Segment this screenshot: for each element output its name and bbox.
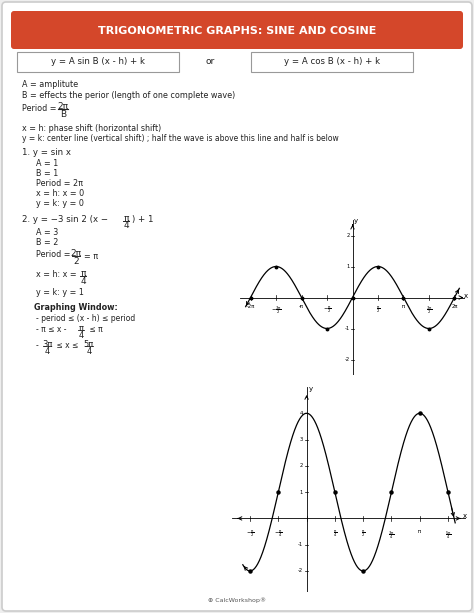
Text: y = k: y = 1: y = k: y = 1 xyxy=(36,288,84,297)
Text: -2: -2 xyxy=(344,357,350,362)
Text: $\mathregular{\frac{π}{2}}$: $\mathregular{\frac{π}{2}}$ xyxy=(361,529,365,539)
Text: 2π: 2π xyxy=(57,102,69,111)
Text: B = 1: B = 1 xyxy=(36,169,58,178)
Text: A = 1: A = 1 xyxy=(36,159,58,168)
Text: x: x xyxy=(463,513,467,519)
Text: 4: 4 xyxy=(78,330,83,340)
Text: y: y xyxy=(309,386,312,392)
Text: 2: 2 xyxy=(300,463,303,468)
Text: π: π xyxy=(402,304,405,310)
Text: 2: 2 xyxy=(73,256,79,265)
FancyBboxPatch shape xyxy=(251,52,413,72)
Text: Period = 2π: Period = 2π xyxy=(36,179,83,188)
Text: 2π: 2π xyxy=(71,249,82,258)
Text: - period ≤ (x - h) ≤ period: - period ≤ (x - h) ≤ period xyxy=(36,314,135,323)
Text: $\mathregular{-\frac{π}{2}}$: $\mathregular{-\frac{π}{2}}$ xyxy=(246,529,255,539)
Text: ) + 1: ) + 1 xyxy=(132,215,154,224)
FancyBboxPatch shape xyxy=(11,11,463,49)
Text: π: π xyxy=(79,324,83,333)
Text: 1. y = sin x: 1. y = sin x xyxy=(22,148,71,157)
Text: B = 2: B = 2 xyxy=(36,238,58,247)
Text: 2. y = −3 sin 2 (x −: 2. y = −3 sin 2 (x − xyxy=(22,215,111,224)
Text: $\mathregular{-\frac{3π}{2}}$: $\mathregular{-\frac{3π}{2}}$ xyxy=(271,304,282,316)
Text: 4: 4 xyxy=(123,221,129,230)
Text: x = h: phase shift (horizontal shift): x = h: phase shift (horizontal shift) xyxy=(22,124,161,133)
Text: ≤ π: ≤ π xyxy=(87,325,103,334)
Text: B = effects the perior (length of one complete wave): B = effects the perior (length of one co… xyxy=(22,91,235,100)
Text: 4: 4 xyxy=(45,346,50,356)
Text: 2π: 2π xyxy=(451,304,458,310)
Text: π: π xyxy=(80,269,86,278)
Text: $\mathregular{-\frac{π}{2}}$: $\mathregular{-\frac{π}{2}}$ xyxy=(323,304,331,315)
Text: = π: = π xyxy=(84,252,98,261)
FancyBboxPatch shape xyxy=(17,52,179,72)
Text: 1: 1 xyxy=(300,490,303,495)
Text: B: B xyxy=(60,110,66,119)
Text: -1: -1 xyxy=(344,326,350,331)
Text: y: y xyxy=(354,218,358,224)
Text: A = 3: A = 3 xyxy=(36,228,58,237)
Text: $\mathregular{-\frac{π}{4}}$: $\mathregular{-\frac{π}{4}}$ xyxy=(274,529,283,539)
Text: ⊕ CalcWorkshop®: ⊕ CalcWorkshop® xyxy=(208,597,266,603)
Text: 3π: 3π xyxy=(42,340,52,349)
Text: - π ≤ x -: - π ≤ x - xyxy=(36,325,69,334)
Text: x = h: x =: x = h: x = xyxy=(36,270,79,279)
Text: -2π: -2π xyxy=(246,304,255,310)
Text: $\mathregular{\frac{5π}{4}}$: $\mathregular{\frac{5π}{4}}$ xyxy=(445,529,451,541)
Text: 3: 3 xyxy=(300,437,303,442)
Text: $\mathregular{\frac{3π}{2}}$: $\mathregular{\frac{3π}{2}}$ xyxy=(426,304,432,316)
Text: y = k: y = 0: y = k: y = 0 xyxy=(36,199,84,208)
Text: x: x xyxy=(464,293,468,299)
Text: π: π xyxy=(418,529,421,534)
Text: Graphing Window:: Graphing Window: xyxy=(34,303,118,312)
Text: 4: 4 xyxy=(80,276,86,286)
Text: 4: 4 xyxy=(300,411,303,416)
Text: -1: -1 xyxy=(298,542,303,547)
Text: π: π xyxy=(123,214,129,223)
Text: or: or xyxy=(205,58,215,66)
Text: y = k: center line (vertical shift) ; half the wave is above this line and half : y = k: center line (vertical shift) ; ha… xyxy=(22,134,339,143)
Text: 2: 2 xyxy=(346,233,350,238)
Text: Period =: Period = xyxy=(22,104,59,113)
Text: -: - xyxy=(36,341,41,350)
Text: ≤ x ≤: ≤ x ≤ xyxy=(54,341,81,350)
Text: 4: 4 xyxy=(86,346,91,356)
Text: 1: 1 xyxy=(346,264,350,269)
Text: x = h: x = 0: x = h: x = 0 xyxy=(36,189,84,198)
Text: -2: -2 xyxy=(298,568,303,574)
Text: y = A sin B (x - h) + k: y = A sin B (x - h) + k xyxy=(51,58,145,66)
Text: A = amplitute: A = amplitute xyxy=(22,80,78,89)
Text: $\mathregular{\frac{3π}{4}}$: $\mathregular{\frac{3π}{4}}$ xyxy=(388,529,395,541)
Text: 5π: 5π xyxy=(84,340,94,349)
Text: y = A cos B (x - h) + k: y = A cos B (x - h) + k xyxy=(284,58,380,66)
Text: Period =: Period = xyxy=(36,250,73,259)
Text: -π: -π xyxy=(299,304,304,310)
Text: $\mathregular{\frac{π}{2}}$: $\mathregular{\frac{π}{2}}$ xyxy=(376,304,380,315)
Text: $\mathregular{\frac{π}{4}}$: $\mathregular{\frac{π}{4}}$ xyxy=(333,529,337,539)
Text: TRIGONOMETRIC GRAPHS: SINE AND COSINE: TRIGONOMETRIC GRAPHS: SINE AND COSINE xyxy=(98,26,376,36)
